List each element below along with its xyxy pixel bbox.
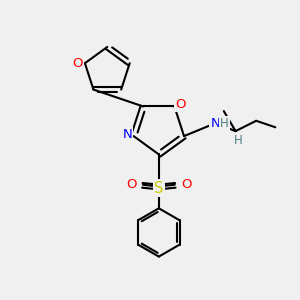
Text: H: H: [233, 134, 242, 147]
Text: S: S: [154, 181, 164, 196]
Text: O: O: [181, 178, 192, 191]
Text: O: O: [72, 57, 83, 70]
Text: O: O: [176, 98, 186, 111]
Text: O: O: [126, 178, 136, 191]
Text: N: N: [122, 128, 132, 141]
Text: N: N: [211, 117, 220, 130]
Text: H: H: [220, 117, 229, 130]
